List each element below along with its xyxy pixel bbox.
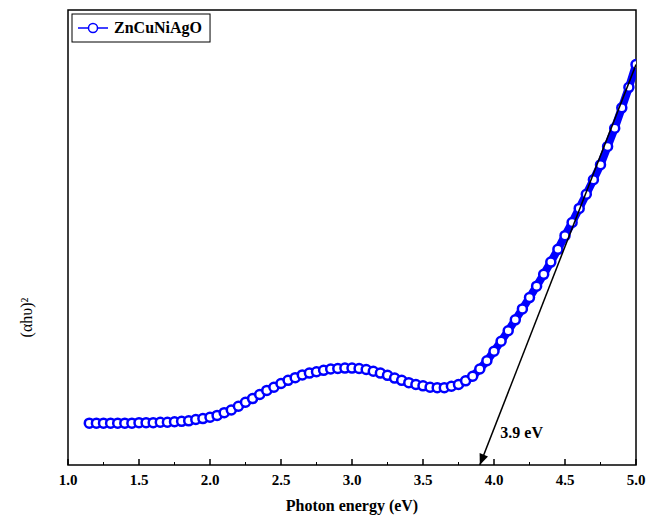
x-tick-label: 1.5 xyxy=(130,472,149,488)
x-tick-label: 4.0 xyxy=(485,472,504,488)
annotation: 3.9 eV xyxy=(500,424,543,441)
chart: 1.0 1.5 2.0 2.5 3.0 3.5 4.0 4.5 5.0 Photon energy… xyxy=(0,0,655,521)
x-tick-label: 2.5 xyxy=(272,472,291,488)
x-tick-label: 5.0 xyxy=(627,472,646,488)
legend-box xyxy=(72,14,210,42)
x-minor-tick xyxy=(387,462,388,465)
x-minor-tick xyxy=(316,462,317,465)
data-point xyxy=(511,315,520,324)
data-point xyxy=(546,258,555,267)
data-point xyxy=(497,337,506,346)
data-point xyxy=(525,293,534,302)
x-minor-tick xyxy=(245,462,246,465)
legend-label: ZnCuNiAgO xyxy=(114,19,202,37)
data-point xyxy=(539,270,548,279)
arrow-head xyxy=(480,453,488,465)
data-point xyxy=(532,282,541,291)
y-axis-title: (αhυ)² xyxy=(18,297,36,337)
x-tick xyxy=(209,459,211,465)
legend: ZnCuNiAgO xyxy=(72,14,210,42)
legend-marker xyxy=(89,24,98,33)
x-minor-tick xyxy=(458,462,459,465)
x-tick xyxy=(351,459,353,465)
data-point xyxy=(490,347,499,356)
data-point xyxy=(553,245,562,254)
x-minor-tick xyxy=(103,462,104,465)
x-tick-label: 3.5 xyxy=(414,472,433,488)
x-tick-label: 4.5 xyxy=(556,472,575,488)
x-tick-label: 3.0 xyxy=(343,472,362,488)
x-minor-tick xyxy=(174,462,175,465)
x-tick xyxy=(422,459,424,465)
x-minor-tick xyxy=(529,462,530,465)
x-tick-label: 1.0 xyxy=(59,472,78,488)
data-point xyxy=(475,364,484,373)
x-tick xyxy=(138,459,140,465)
x-minor-tick xyxy=(600,462,601,465)
plot-frame xyxy=(68,10,636,465)
x-tick-label: 2.0 xyxy=(201,472,220,488)
x-tick xyxy=(493,459,495,465)
x-tick xyxy=(635,459,637,465)
x-tick xyxy=(280,459,282,465)
series-line xyxy=(89,65,636,424)
data-point xyxy=(504,326,513,335)
plot-area xyxy=(85,60,636,465)
fit-line xyxy=(480,65,636,465)
data-point xyxy=(482,356,491,365)
x-axis-title: Photon energy (eV) xyxy=(286,497,418,515)
data-point xyxy=(518,304,527,313)
x-tick xyxy=(67,459,69,465)
x-tick xyxy=(564,459,566,465)
